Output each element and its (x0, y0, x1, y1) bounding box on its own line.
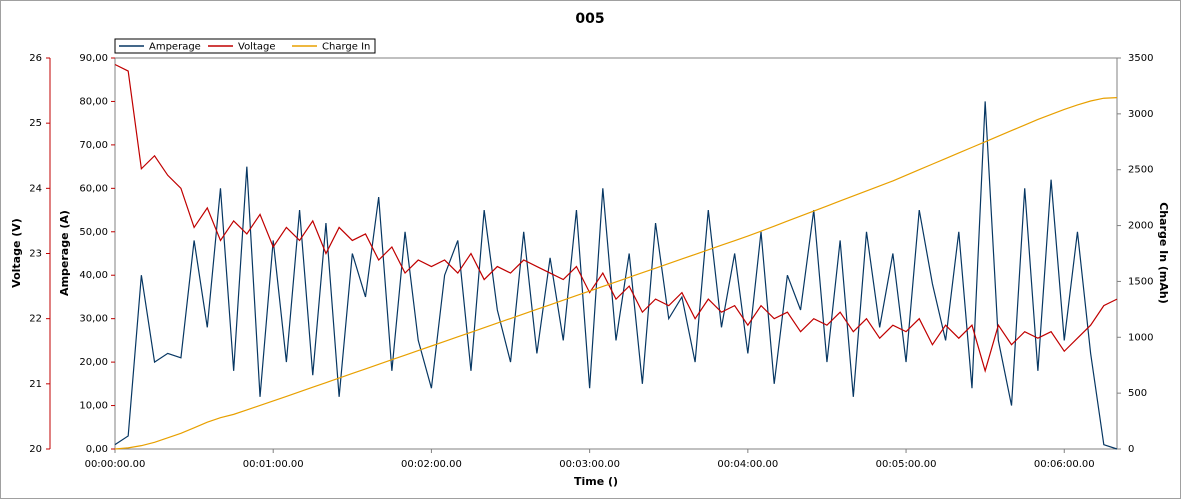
y-tick-label: 20,00 (79, 357, 108, 368)
series-line (114, 101, 1118, 450)
y3-tick-label: 22 (29, 314, 42, 325)
legend-label: Charge In (322, 42, 370, 53)
y3-tick-label: 24 (29, 183, 42, 194)
y3-tick-label: 23 (29, 249, 42, 260)
series-line (114, 97, 1118, 450)
y2-tick-label: 3000 (1128, 109, 1153, 120)
legend-label: Voltage (238, 42, 276, 53)
series-line (114, 63, 1118, 373)
x-tick-label: 00:03:00.00 (559, 459, 620, 470)
x-tick-label: 00:06:00.00 (1034, 459, 1095, 470)
chart-title: 005 (575, 11, 604, 27)
y-tick-label: 90,00 (79, 53, 108, 64)
y-tick-label: 40,00 (79, 270, 108, 281)
x-axis-title: Time () (574, 475, 618, 488)
y2-tick-label: 2000 (1128, 221, 1153, 232)
x-tick-label: 00:05:00.00 (876, 459, 937, 470)
y-tick-label: 80,00 (79, 96, 108, 107)
legend (114, 38, 376, 54)
y2-tick-label: 500 (1128, 388, 1147, 399)
y2-axis-title: Charge In (mAh) (1157, 202, 1170, 304)
y-tick-label: 10,00 (79, 401, 108, 412)
y2-tick-label: 2500 (1128, 165, 1153, 176)
y2-tick-label: 0 (1128, 444, 1134, 455)
y-axis-title: Amperage (A) (58, 210, 71, 296)
x-tick-label: 00:04:00.00 (717, 459, 778, 470)
x-tick-label: 00:00:00.00 (85, 459, 146, 470)
y3-tick-label: 25 (29, 118, 42, 129)
y-tick-label: 30,00 (79, 314, 108, 325)
y-tick-label: 70,00 (79, 140, 108, 151)
plot-area (114, 57, 1118, 450)
x-tick-label: 00:02:00.00 (401, 459, 462, 470)
legend-label: Amperage (149, 42, 201, 53)
x-tick-label: 00:01:00.00 (243, 459, 304, 470)
y2-tick-label: 1500 (1128, 276, 1153, 287)
y2-tick-label: 1000 (1128, 332, 1153, 343)
y3-tick-label: 26 (29, 53, 42, 64)
y2-tick-label: 3500 (1128, 53, 1153, 64)
y-tick-label: 50,00 (79, 227, 108, 238)
y-tick-label: 60,00 (79, 183, 108, 194)
y3-tick-label: 20 (29, 444, 42, 455)
y3-axis-title: Voltage (V) (10, 218, 23, 288)
y-tick-label: 0,00 (86, 444, 108, 455)
y3-tick-label: 21 (29, 379, 42, 390)
